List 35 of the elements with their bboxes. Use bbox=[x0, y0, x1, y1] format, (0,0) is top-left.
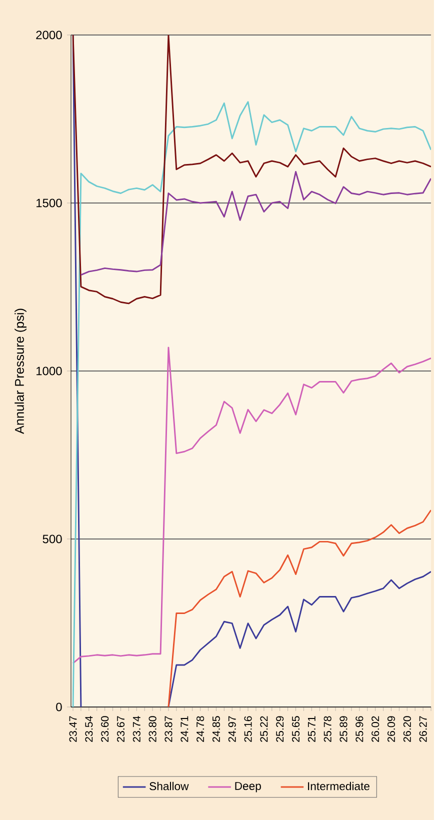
x-tick-label: 24.85 bbox=[212, 716, 220, 742]
x-tick-label: 23.60 bbox=[100, 716, 108, 742]
legend-label: Deep bbox=[235, 782, 261, 792]
x-tick-label: 25.78 bbox=[324, 716, 332, 742]
y-tick-label: 2000 bbox=[36, 30, 62, 40]
x-tick-label: 23.67 bbox=[116, 716, 124, 742]
line-series bbox=[168, 509, 431, 707]
y-tick-label: 0 bbox=[56, 702, 62, 712]
x-tick-label: 25.65 bbox=[292, 716, 300, 742]
x-tick-label: 24.71 bbox=[180, 716, 188, 742]
x-tick-label: 25.29 bbox=[276, 716, 284, 742]
x-tick-label: 26.27 bbox=[419, 716, 427, 742]
x-tick-label: 23.74 bbox=[132, 716, 140, 742]
x-tick-label: 25.71 bbox=[308, 716, 316, 742]
x-tick-label: 25.16 bbox=[244, 716, 252, 742]
y-tick-label: 500 bbox=[42, 534, 62, 544]
y-axis-title: Annular Pressure (psi) bbox=[14, 308, 26, 434]
x-tick-label: 25.96 bbox=[355, 716, 363, 742]
x-tick-label: 23.54 bbox=[84, 716, 92, 742]
legend-label: Shallow bbox=[149, 782, 189, 790]
x-tick-label: 23.87 bbox=[164, 716, 172, 742]
x-tick-label: 23.80 bbox=[148, 716, 156, 742]
y-tick-label: 1500 bbox=[36, 198, 62, 208]
x-tick-label: 23.47 bbox=[69, 716, 77, 742]
x-tick-label: 24.78 bbox=[196, 716, 204, 742]
x-tick-label: 24.97 bbox=[228, 716, 236, 742]
x-tick-label: 26.02 bbox=[371, 716, 379, 742]
line-series bbox=[72, 34, 431, 304]
line-series bbox=[80, 171, 431, 276]
x-tick-label: 26.09 bbox=[387, 716, 395, 742]
legend-label: Intermediate bbox=[308, 782, 370, 790]
y-tick-label: 1000 bbox=[36, 366, 62, 376]
x-tick-label: 25.89 bbox=[340, 716, 348, 742]
x-tick-label: 25.22 bbox=[260, 716, 268, 742]
x-tick-label: 26.20 bbox=[403, 716, 411, 742]
